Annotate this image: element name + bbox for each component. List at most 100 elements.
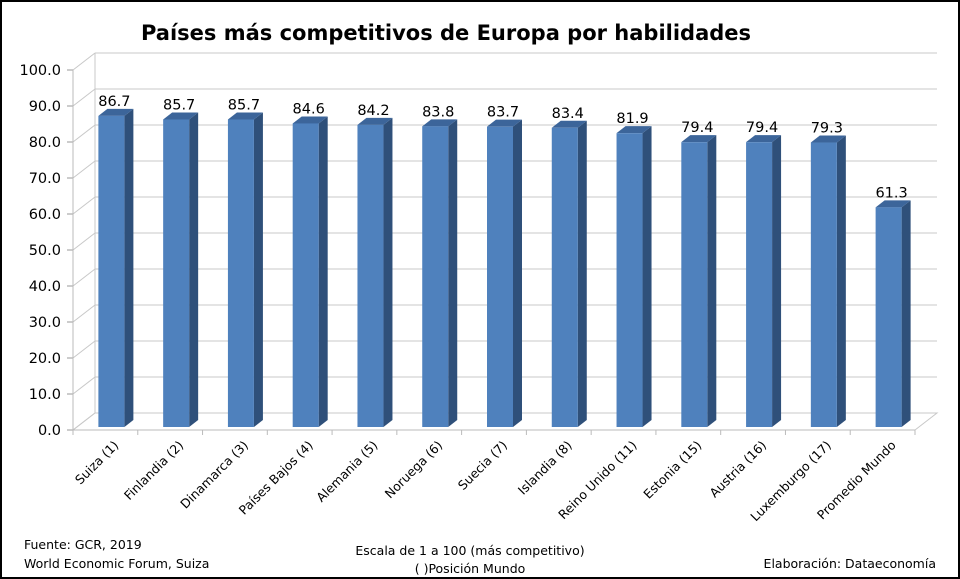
bar-side: [189, 112, 199, 427]
bar-front: [875, 207, 902, 427]
grid-diagonal: [72, 88, 96, 107]
value-label: 85.7: [163, 97, 195, 113]
y-tick-label: 50.0: [29, 243, 61, 259]
y-tick-label: 20.0: [29, 351, 61, 367]
bar: [551, 120, 587, 427]
bar: [746, 135, 782, 427]
value-label: 79.4: [681, 120, 713, 136]
value-label: 83.4: [552, 106, 584, 122]
y-tick-label: 0.0: [38, 423, 61, 439]
bar-front: [487, 126, 513, 428]
bar-top: [357, 117, 393, 125]
bar-top: [422, 119, 458, 127]
bar-side: [124, 108, 134, 427]
x-tick-label: Austria (16): [706, 438, 769, 501]
value-label: 81.9: [616, 111, 648, 127]
grid-diagonal: [72, 160, 96, 179]
bar-side: [253, 112, 263, 427]
grid-diagonal: [72, 412, 96, 431]
bar: [98, 108, 134, 427]
bar-side: [318, 116, 328, 427]
grid-diagonal: [72, 268, 96, 287]
value-label: 61.3: [875, 185, 907, 201]
value-label: 84.2: [357, 103, 389, 119]
bar-top: [227, 112, 263, 120]
position-note: ( )Posición Mundo: [415, 561, 526, 576]
bar-front: [681, 142, 708, 427]
bar-side: [901, 200, 911, 427]
bar-top: [551, 120, 587, 128]
bar: [810, 135, 846, 427]
bar-front: [292, 123, 319, 427]
bar: [875, 200, 911, 427]
y-tick-label: 80.0: [29, 135, 61, 151]
x-axis: Suiza (1) Finlandia (2)Dinamarca (3)Paíse…: [72, 430, 916, 524]
bar-side: [642, 126, 652, 427]
y-tick-label: 70.0: [29, 171, 61, 187]
y-tick-label: 60.0: [29, 207, 61, 223]
bar: [163, 112, 199, 427]
bar: [616, 126, 652, 427]
bar: [487, 119, 522, 428]
source-line-2: World Economic Forum, Suiza: [24, 556, 209, 571]
value-label: 86.7: [98, 94, 130, 110]
source-line-1: Fuente: GCR, 2019: [24, 537, 142, 552]
bar-top: [810, 135, 846, 143]
bar-side: [513, 119, 522, 428]
grid-diagonal: [72, 124, 96, 143]
bar-front: [163, 119, 190, 427]
x-tick-label: Dinamarca (3): [177, 438, 251, 512]
bar-front: [227, 119, 254, 427]
grid-diagonal: [72, 52, 96, 71]
value-label: 85.7: [228, 97, 260, 113]
x-tick-label: Estonia (15): [640, 438, 704, 502]
x-tick-label: Alemania (5): [313, 438, 380, 505]
bar-top: [681, 135, 717, 143]
bar-front: [551, 127, 578, 427]
bar-side: [836, 135, 846, 427]
grid-diagonal: [72, 196, 96, 215]
bars: [98, 108, 911, 428]
value-labels: 86.7 85.7 85.7 84.6 84.2 83.8 83.7 83.4 81.9 79.4…: [98, 94, 908, 201]
value-label: 79.4: [746, 120, 778, 136]
value-label: 79.3: [811, 121, 843, 137]
y-tick-label: 30.0: [29, 315, 61, 331]
value-label: 83.8: [422, 104, 454, 120]
bar-top: [616, 126, 652, 134]
bar-side: [772, 135, 782, 427]
y-axis: 0.0 10.0 20.0 30.0 40.0 50.0 60.0 70.0 80.0 90.0 1…: [19, 63, 915, 439]
x-tick-label: Suiza (1): [72, 438, 122, 488]
bar: [422, 119, 458, 427]
bar: [292, 116, 328, 427]
bar: [681, 135, 717, 427]
bar-front: [746, 142, 773, 427]
bar-top: [98, 108, 134, 116]
bar-top: [292, 116, 328, 124]
bar: [227, 112, 263, 427]
bar-top: [487, 119, 522, 127]
bar-side: [707, 135, 717, 427]
x-tick-label: Suecia (7): [455, 438, 510, 493]
grid-diagonal: [72, 232, 96, 251]
scale-note: Escala de 1 a 100 (más competitivo): [355, 543, 584, 558]
grid-diagonal: [72, 376, 96, 395]
x-tick-label: Finlandia (2): [121, 438, 186, 503]
value-label: 83.7: [487, 105, 519, 121]
bar-front: [810, 142, 837, 427]
y-tick-label: 90.0: [29, 99, 61, 115]
bar-top: [746, 135, 782, 143]
y-tick-label: 100.0: [19, 63, 61, 79]
credit: Elaboración: Dataeconomía: [764, 556, 936, 571]
grid-diagonal: [72, 304, 96, 323]
bar-side: [577, 120, 587, 427]
bar: [357, 117, 393, 427]
bar-side: [383, 117, 393, 427]
bar-front: [616, 133, 643, 427]
value-label: 84.6: [293, 101, 325, 117]
bar-top: [163, 112, 199, 120]
y-tick-label: 40.0: [29, 279, 61, 295]
bar-front: [357, 124, 384, 427]
grid-diagonal: [72, 340, 96, 359]
